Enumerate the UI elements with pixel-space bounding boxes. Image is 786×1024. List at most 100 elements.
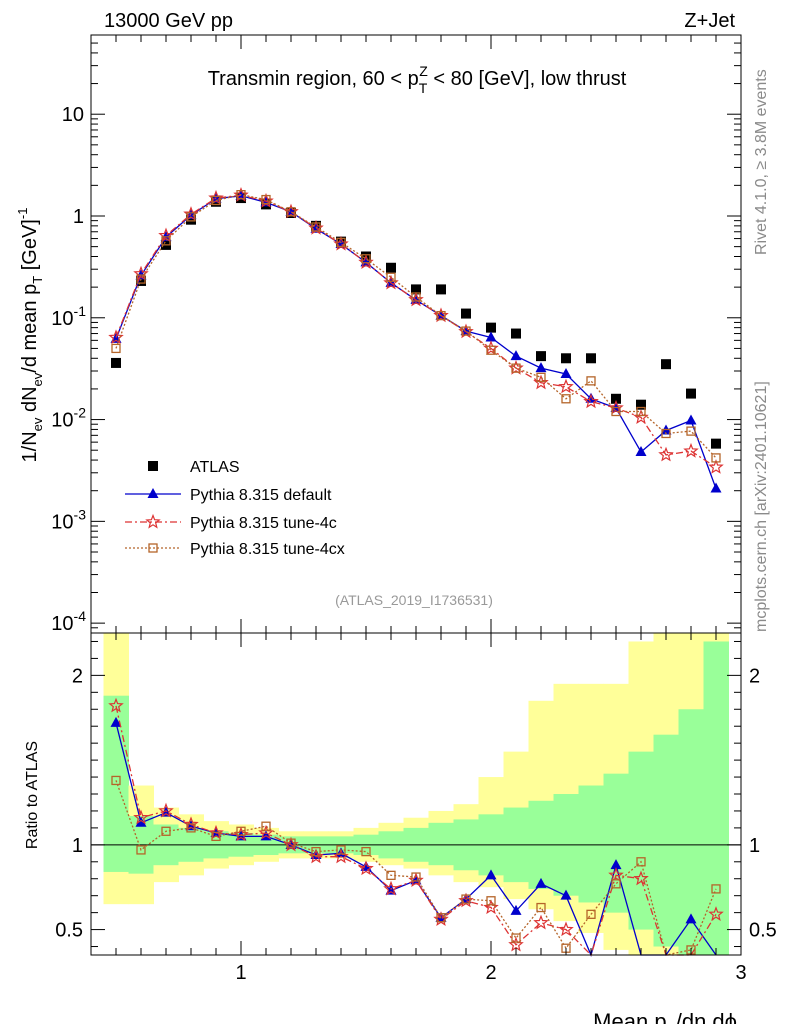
data-point bbox=[511, 363, 521, 373]
data-point bbox=[436, 284, 446, 295]
data-point bbox=[358, 254, 374, 270]
ratio-point bbox=[211, 831, 221, 842]
data-point bbox=[486, 345, 496, 355]
title-part-1: Transmin region, 60 < p bbox=[208, 68, 419, 90]
data-point bbox=[711, 453, 721, 463]
ratio-band-inner bbox=[653, 734, 679, 947]
data-point bbox=[636, 399, 646, 410]
data-point bbox=[585, 392, 597, 403]
ratio-point bbox=[261, 821, 271, 831]
ratio-point bbox=[508, 936, 524, 952]
ratio-tick-label: 0.5 bbox=[55, 920, 83, 942]
data-point bbox=[485, 331, 497, 342]
data-point bbox=[686, 426, 696, 436]
ratio-point bbox=[361, 846, 371, 857]
y-tick-label: 10 bbox=[62, 104, 84, 126]
data-point bbox=[561, 353, 571, 364]
data-point bbox=[686, 388, 696, 399]
rivet-label: Rivet 4.1.0, ≥ 3.8M events bbox=[753, 69, 770, 255]
x-tick-label: 3 bbox=[735, 962, 746, 984]
data-point bbox=[658, 446, 674, 462]
ratio-point bbox=[108, 697, 124, 713]
ratio-point bbox=[486, 896, 496, 906]
x-tick-label: 2 bbox=[485, 962, 496, 984]
data-point bbox=[611, 406, 621, 417]
ratio-band-inner bbox=[428, 822, 454, 866]
ratio-point bbox=[135, 816, 147, 827]
ratio-point bbox=[258, 824, 274, 840]
legend: ATLAS Pythia 8.315 default Pythia 8.315 tu… bbox=[125, 459, 345, 558]
ratio-point bbox=[386, 870, 396, 880]
series-1 bbox=[110, 189, 722, 493]
ratio-point bbox=[183, 816, 199, 832]
ratio-point bbox=[560, 889, 572, 900]
data-point bbox=[111, 357, 121, 368]
ratio-point bbox=[333, 848, 349, 864]
data-point bbox=[408, 291, 424, 307]
ratio-point bbox=[236, 826, 246, 836]
data-point bbox=[535, 362, 547, 373]
y-tick-label: 1 bbox=[73, 206, 84, 228]
data-point bbox=[586, 376, 596, 386]
data-point bbox=[536, 351, 546, 362]
data-point bbox=[411, 292, 421, 302]
ratio-point bbox=[186, 823, 196, 833]
ratio-point bbox=[408, 872, 424, 888]
x-tick-label: 1 bbox=[235, 962, 246, 984]
ratio-point bbox=[111, 775, 121, 786]
ratio-band-inner bbox=[578, 785, 604, 903]
data-point bbox=[186, 212, 196, 222]
ratio-point bbox=[158, 802, 174, 818]
data-point bbox=[583, 393, 599, 409]
ratio-point bbox=[308, 848, 324, 864]
main-frame bbox=[90, 34, 742, 634]
ratio-tick-label: 1 bbox=[72, 835, 83, 857]
data-point bbox=[608, 399, 624, 415]
data-point bbox=[336, 237, 346, 248]
data-point bbox=[236, 190, 246, 200]
ratio-point bbox=[110, 716, 122, 727]
ratio-tick-label: 1 bbox=[749, 835, 760, 857]
ratio-point bbox=[360, 860, 372, 871]
series-line bbox=[115, 194, 717, 459]
legend-label: Pythia 8.315 tune-4c bbox=[190, 515, 337, 532]
data-point bbox=[161, 236, 171, 246]
data-point bbox=[286, 207, 296, 217]
chart-title: Transmin region, 60 < pTZ < 80 [GeV], lo… bbox=[208, 63, 627, 96]
data-point bbox=[361, 254, 371, 264]
ratio-point bbox=[608, 867, 624, 882]
ratio-point bbox=[558, 921, 574, 937]
data-point bbox=[508, 359, 524, 375]
ratio-uncertainty-bands bbox=[103, 633, 729, 955]
y-tick-label: 10-3 bbox=[51, 506, 86, 533]
ratio-point bbox=[536, 902, 546, 913]
ratio-point bbox=[133, 809, 149, 825]
ratio-point bbox=[633, 870, 649, 886]
data-point bbox=[708, 459, 724, 474]
data-point bbox=[611, 393, 621, 404]
legend-label: ATLAS bbox=[190, 459, 240, 476]
data-point bbox=[461, 326, 471, 336]
ratio-point bbox=[533, 914, 549, 930]
data-point bbox=[560, 368, 572, 379]
data-point bbox=[436, 310, 446, 321]
ratio-point bbox=[286, 838, 296, 848]
data-point bbox=[685, 414, 697, 425]
ratio-point bbox=[336, 845, 346, 855]
ratio-line bbox=[115, 780, 717, 956]
ratio-point bbox=[358, 860, 374, 876]
ratio-point bbox=[436, 913, 446, 923]
data-point bbox=[158, 227, 174, 243]
ratio-point bbox=[511, 933, 521, 943]
ratio-point bbox=[461, 894, 471, 904]
data-point bbox=[208, 189, 224, 205]
ratio-point bbox=[711, 884, 721, 894]
ratio-band-inner bbox=[703, 641, 729, 955]
ratio-y-label: Ratio to ATLAS bbox=[24, 741, 41, 849]
data-point bbox=[683, 442, 699, 458]
data-point bbox=[136, 274, 146, 284]
ratio-tick-label: 2 bbox=[72, 665, 83, 687]
legend-marker bbox=[148, 543, 158, 553]
ratio-point bbox=[510, 904, 522, 915]
series-2 bbox=[108, 187, 724, 474]
